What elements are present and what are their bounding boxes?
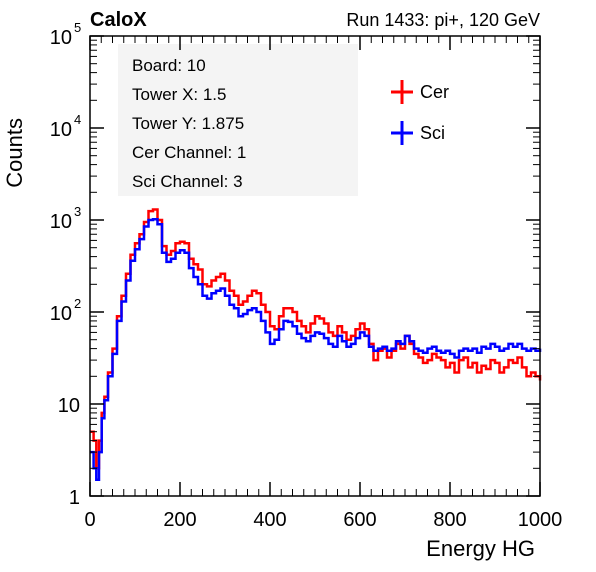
x-tick-label: 0: [84, 509, 95, 531]
legend-item-cer: Cer: [391, 80, 449, 104]
x-tick-label: 400: [253, 509, 286, 531]
chart-title-right: Run 1433: pi+, 120 GeV: [346, 10, 540, 30]
info-box-background: [118, 44, 358, 196]
legend-sci-label: Sci: [420, 123, 445, 143]
info-cer-channel: Cer Channel: 1: [132, 143, 246, 162]
info-box: Board: 10 Tower X: 1.5 Tower Y: 1.875 Ce…: [118, 44, 358, 196]
info-sci-channel: Sci Channel: 3: [132, 172, 243, 191]
y-tick-exponent: 3: [74, 204, 81, 219]
y-tick-label: 10: [50, 119, 72, 141]
y-tick-exponent: 4: [74, 112, 81, 127]
x-axis-label: Energy HG: [426, 536, 535, 561]
y-tick-exponent: 5: [74, 20, 81, 35]
x-tick-label: 600: [343, 509, 376, 531]
legend-item-sci: Sci: [391, 121, 445, 145]
y-tick-label: 10: [50, 303, 72, 325]
info-tower-x: Tower X: 1.5: [132, 85, 227, 104]
series-sci-line: [90, 217, 542, 482]
legend: Cer Sci: [391, 80, 449, 145]
y-tick-label: 10: [50, 27, 72, 49]
info-tower-y: Tower Y: 1.875: [132, 114, 244, 133]
legend-cer-label: Cer: [420, 82, 449, 102]
x-axis: 0 200 400 600 800 1000: [84, 36, 562, 531]
y-tick-exponent: 2: [74, 296, 81, 311]
y-tick-label: 1: [69, 487, 80, 509]
series-layer: [90, 208, 542, 482]
y-axis-label: Counts: [2, 118, 27, 188]
y-tick-label: 10: [58, 395, 80, 417]
x-tick-label: 800: [433, 509, 466, 531]
x-tick-label: 1000: [518, 509, 563, 531]
x-tick-label: 200: [163, 509, 196, 531]
y-tick-label: 10: [50, 211, 72, 233]
chart-title-left: CaloX: [90, 9, 147, 31]
info-board: Board: 10: [132, 56, 206, 75]
